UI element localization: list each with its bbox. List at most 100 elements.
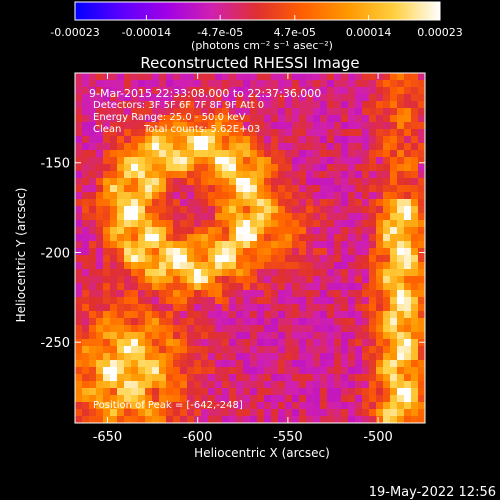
heatmap-cell (215, 199, 223, 207)
heatmap-cell (236, 241, 244, 249)
heatmap-cell (166, 192, 174, 200)
heatmap-cell (145, 332, 153, 340)
heatmap-cell (103, 325, 111, 333)
heatmap-cell (369, 304, 377, 312)
heatmap-cell (411, 143, 419, 151)
heatmap-cell (166, 269, 174, 277)
heatmap-cell (411, 262, 419, 270)
heatmap-cell (138, 297, 146, 305)
heatmap-cell (369, 101, 377, 109)
heatmap-cell (208, 297, 216, 305)
heatmap-cell (264, 206, 272, 214)
heatmap-cell (180, 185, 188, 193)
heatmap-cell (390, 346, 398, 354)
heatmap-cell (390, 227, 398, 235)
heatmap-cell (201, 416, 209, 424)
heatmap-cell (152, 276, 160, 284)
heatmap-cell (299, 122, 307, 130)
heatmap-cell (355, 73, 363, 81)
heatmap-cell (89, 143, 97, 151)
heatmap-cell (327, 122, 335, 130)
heatmap-cell (159, 360, 167, 368)
heatmap-cell (411, 185, 419, 193)
heatmap-cell (145, 290, 153, 298)
heatmap-cell (334, 199, 342, 207)
heatmap-cell (285, 206, 293, 214)
heatmap-cell (327, 87, 335, 95)
heatmap-cell (271, 325, 279, 333)
heatmap-cell (369, 409, 377, 417)
heatmap-cell (299, 199, 307, 207)
heatmap-cell (341, 192, 349, 200)
heatmap-cell (278, 199, 286, 207)
heatmap-cell (236, 220, 244, 228)
heatmap-cell (208, 73, 216, 81)
heatmap-cell (390, 374, 398, 382)
heatmap-cell (229, 206, 237, 214)
heatmap-cell (124, 129, 132, 137)
heatmap-cell (397, 297, 405, 305)
heatmap-cell (376, 136, 384, 144)
heatmap-cell (222, 227, 230, 235)
heatmap-cell (89, 171, 97, 179)
heatmap-cell (390, 192, 398, 200)
heatmap-cell (208, 227, 216, 235)
heatmap-cell (208, 185, 216, 193)
heatmap-cell (369, 353, 377, 361)
heatmap-cell (145, 360, 153, 368)
heatmap-cell (376, 381, 384, 389)
heatmap-cell (313, 325, 321, 333)
heatmap-cell (138, 87, 146, 95)
heatmap-cell (376, 318, 384, 326)
heatmap-cell (103, 304, 111, 312)
heatmap-cell (145, 416, 153, 424)
heatmap-cell (306, 101, 314, 109)
heatmap-cell (327, 234, 335, 242)
heatmap-cell (236, 122, 244, 130)
heatmap-cell (334, 108, 342, 116)
heatmap-cell (243, 157, 251, 165)
heatmap-cell (278, 73, 286, 81)
heatmap-cell (96, 332, 104, 340)
heatmap-cell (278, 234, 286, 242)
heatmap-cell (138, 234, 146, 242)
heatmap-cell (173, 388, 181, 396)
heatmap-cell (418, 199, 426, 207)
heatmap-cell (131, 108, 139, 116)
heatmap-cell (257, 360, 265, 368)
heatmap-cell (159, 297, 167, 305)
heatmap-cell (222, 304, 230, 312)
heatmap-cell (306, 234, 314, 242)
heatmap-cell (355, 185, 363, 193)
heatmap-cell (89, 416, 97, 424)
heatmap-cell (180, 94, 188, 102)
heatmap-cell (75, 80, 83, 88)
heatmap-cell (103, 283, 111, 291)
heatmap-cell (96, 262, 104, 270)
heatmap-cell (96, 339, 104, 347)
heatmap-cell (355, 318, 363, 326)
heatmap-cell (334, 136, 342, 144)
heatmap-cell (348, 276, 356, 284)
heatmap-cell (222, 178, 230, 186)
heatmap-cell (96, 409, 104, 417)
x-ticks: -650 -600 -550 -500 (93, 73, 393, 445)
heatmap-cell (285, 80, 293, 88)
heatmap-cell (362, 94, 370, 102)
heatmap-cell (110, 402, 118, 410)
heatmap-cell (180, 150, 188, 158)
heatmap-cell (306, 311, 314, 319)
heatmap-cell (404, 234, 412, 242)
heatmap-cell (334, 269, 342, 277)
heatmap-cell (82, 87, 90, 95)
heatmap-cell (145, 304, 153, 312)
heatmap-cell (222, 157, 230, 165)
heatmap-cell (222, 234, 230, 242)
heatmap-cell (348, 108, 356, 116)
heatmap-cell (145, 241, 153, 249)
heatmap-cell (138, 360, 146, 368)
heatmap-cell (306, 185, 314, 193)
heatmap-cell (89, 262, 97, 270)
heatmap-cell (397, 283, 405, 291)
heatmap-cell (292, 227, 300, 235)
